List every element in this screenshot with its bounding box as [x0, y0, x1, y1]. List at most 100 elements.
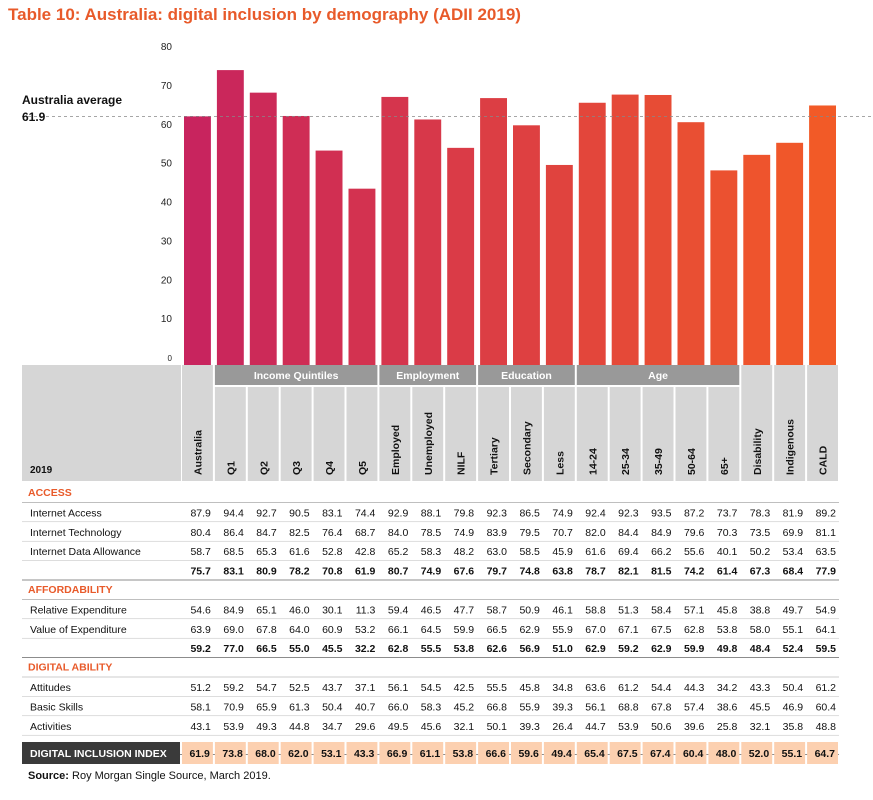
table-cell: 73.5 [750, 527, 771, 539]
bar [381, 96, 409, 366]
table-cell: 25.8 [717, 721, 738, 733]
table-cell: 69.0 [223, 624, 244, 636]
table-cell: 58.7 [190, 546, 211, 558]
table-cell: 86.4 [223, 527, 244, 539]
subtotal-cell: 59.2 [190, 643, 211, 655]
table-cell: 66.2 [651, 546, 672, 558]
source-text: Roy Morgan Single Source, March 2019. [72, 770, 271, 782]
table-cell: 58.4 [651, 604, 672, 616]
index-cell: 61.9 [189, 748, 210, 760]
bar [545, 164, 573, 365]
table-cell: 61.2 [618, 682, 639, 694]
table-cell: 66.1 [388, 624, 409, 636]
bar [743, 154, 771, 365]
table-cell: 60.4 [816, 701, 837, 713]
table-cell: 54.6 [190, 604, 211, 616]
subtotal-cell: 80.7 [388, 566, 409, 578]
y-tick-label: 0 [168, 354, 173, 363]
table-cell: 30.1 [322, 604, 343, 616]
bar [776, 142, 804, 365]
column-header-cell [379, 387, 411, 481]
table-cell: 26.4 [552, 721, 573, 733]
row-label: Basic Skills [30, 701, 83, 713]
column-header-cell [313, 387, 345, 481]
group-header-label: Education [501, 370, 552, 382]
column-header-label: Secondary [521, 421, 533, 475]
table-cell: 64.0 [289, 624, 310, 636]
section-label: DIGITAL ABILITY [28, 662, 112, 674]
subtotal-cell: 52.4 [783, 643, 804, 655]
subtotal-cell: 67.3 [750, 566, 771, 578]
y-tick-label: 20 [161, 275, 173, 286]
table-cell: 84.7 [256, 527, 277, 539]
table-cell: 50.9 [519, 604, 540, 616]
subtotal-cell: 59.2 [618, 643, 639, 655]
table-cell: 63.9 [190, 624, 211, 636]
column-header-label: 35-49 [653, 448, 665, 475]
section-label: ACCESS [28, 487, 72, 499]
table-cell: 39.3 [552, 701, 573, 713]
table-cell: 40.1 [717, 546, 738, 558]
table-cell: 82.0 [585, 527, 606, 539]
bar-chart: 0 10 20 30 40 50 60 70 80 Australia average 61.9 [22, 42, 873, 366]
table-cell: 69.9 [783, 527, 804, 539]
table-cell: 45.8 [519, 682, 540, 694]
table-cell: 93.5 [651, 507, 672, 519]
y-tick-label: 30 [161, 236, 173, 247]
index-label: DIGITAL INCLUSION INDEX [30, 748, 167, 760]
column-header-label: Q3 [291, 461, 303, 475]
subtotal-cell: 82.1 [618, 566, 639, 578]
table-cell: 50.2 [750, 546, 771, 558]
subtotal-cell: 68.4 [783, 566, 804, 578]
table-cell: 55.6 [684, 546, 705, 558]
table-cell: 55.1 [783, 624, 804, 636]
table-cell: 67.0 [585, 624, 606, 636]
table-cell: 58.7 [487, 604, 508, 616]
subtotal-cell: 67.6 [454, 566, 475, 578]
column-header-label: 25-34 [620, 448, 632, 475]
column-header-cell [511, 387, 542, 481]
table-cell: 58.1 [190, 701, 211, 713]
table-cell: 55.5 [487, 682, 508, 694]
year-label: 2019 [30, 465, 53, 476]
table-cell: 45.6 [421, 721, 442, 733]
table-cell: 61.2 [816, 682, 837, 694]
index-cell: 53.8 [453, 748, 474, 760]
row-label: Attitudes [30, 682, 71, 694]
table-cell: 68.5 [223, 546, 244, 558]
source-note: Source: Roy Morgan Single Source, March … [28, 770, 271, 782]
table-cell: 40.7 [355, 701, 376, 713]
subtotal-cell: 80.9 [256, 566, 277, 578]
bar [315, 150, 343, 365]
table-cell: 67.5 [651, 624, 672, 636]
table-cell: 92.4 [585, 507, 606, 519]
table-cell: 39.3 [519, 721, 540, 733]
column-header-cell [543, 387, 575, 481]
table-cell: 83.9 [487, 527, 508, 539]
bar [249, 92, 277, 366]
index-cell-bg [675, 742, 707, 764]
column-header-cell [642, 387, 674, 481]
index-cell-bg [280, 742, 312, 764]
table-cell: 38.6 [717, 701, 738, 713]
table-cell: 79.5 [519, 527, 540, 539]
index-cell: 68.0 [255, 748, 276, 760]
column-header-cell [412, 387, 444, 481]
data-table: Income Quintiles Employment Education Age Au… [22, 365, 839, 764]
subtotal-cell: 62.9 [651, 643, 672, 655]
table-cell: 92.3 [618, 507, 639, 519]
index-cell: 49.4 [551, 748, 572, 760]
table-cell: 34.2 [717, 682, 738, 694]
column-header-label: Tertiary [489, 437, 501, 475]
column-header-cell [774, 365, 806, 481]
y-tick-label: 80 [161, 42, 173, 53]
index-cell: 61.1 [420, 748, 441, 760]
table-cell: 53.2 [355, 624, 376, 636]
column-header-label: Indigenous [785, 419, 797, 475]
table-cell: 69.4 [618, 546, 639, 558]
table-cell: 83.1 [322, 507, 343, 519]
table-cell: 90.5 [289, 507, 310, 519]
table-cell: 65.1 [256, 604, 277, 616]
bar [414, 119, 442, 365]
table-cell: 61.6 [289, 546, 310, 558]
